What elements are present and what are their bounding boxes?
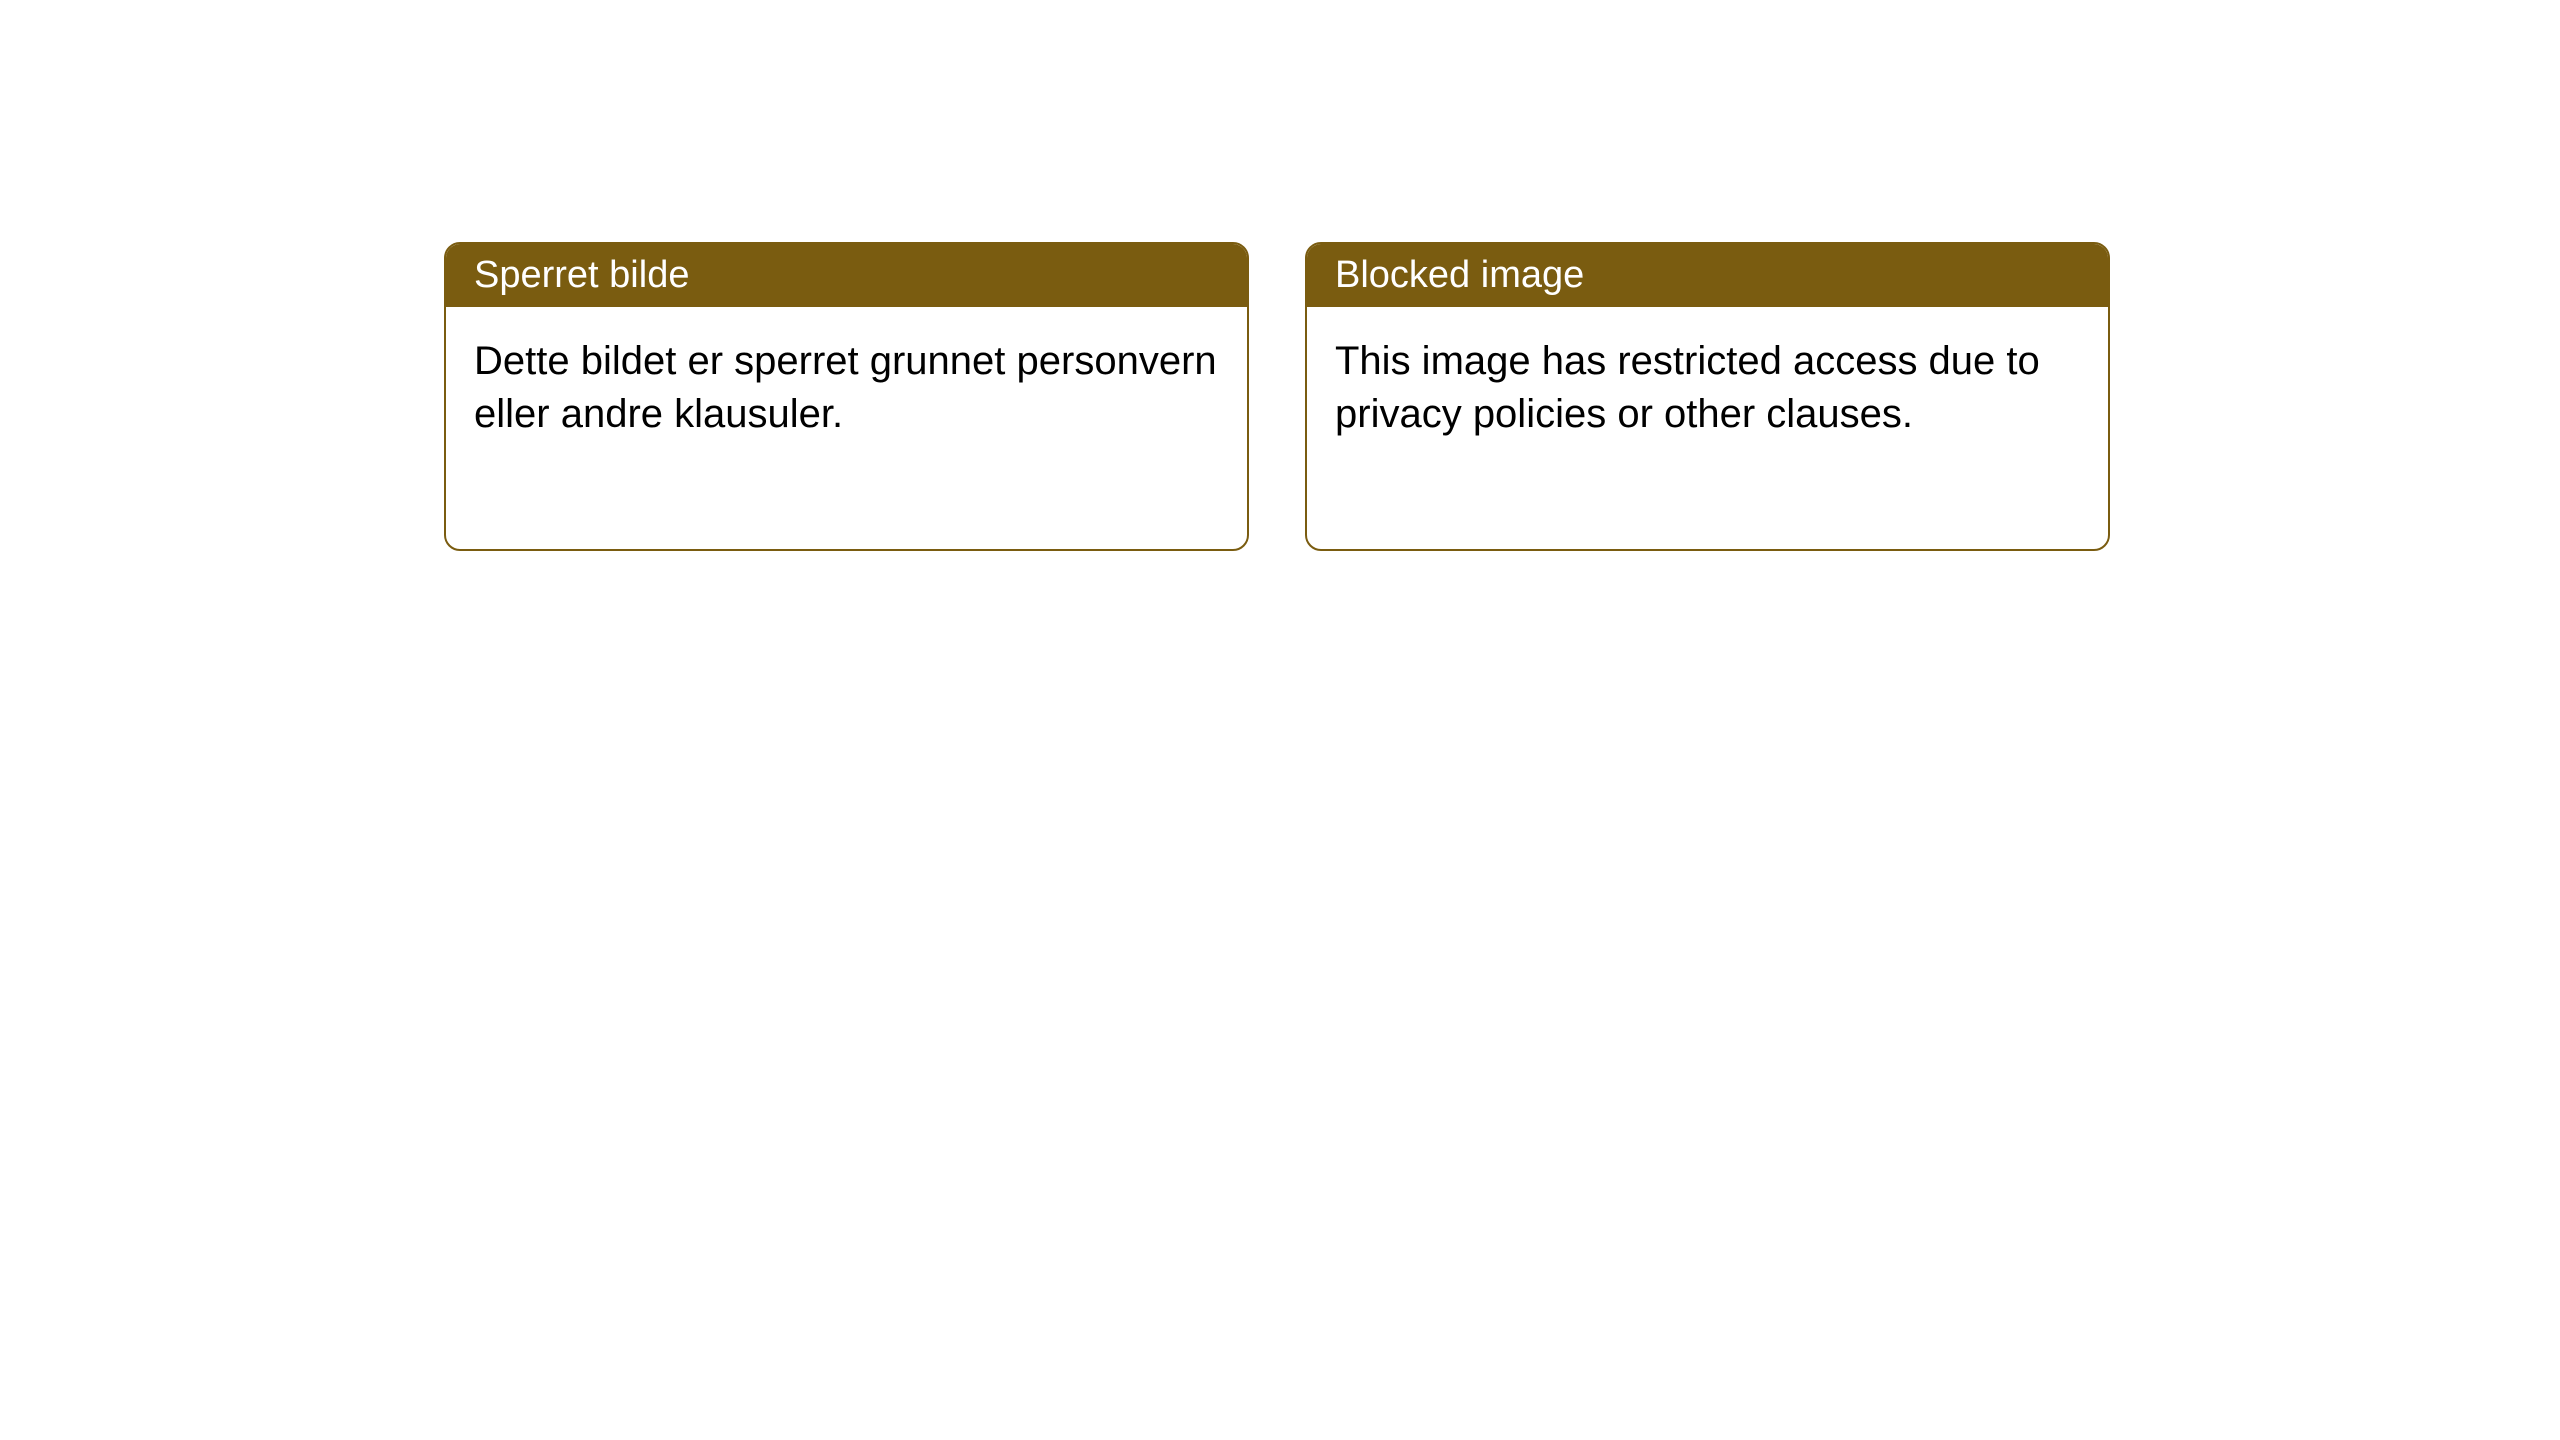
notice-container: Sperret bilde Dette bildet er sperret gr…: [0, 0, 2560, 551]
notice-box-norwegian: Sperret bilde Dette bildet er sperret gr…: [444, 242, 1249, 551]
notice-header: Sperret bilde: [446, 244, 1247, 307]
notice-box-english: Blocked image This image has restricted …: [1305, 242, 2110, 551]
notice-body: This image has restricted access due to …: [1307, 307, 2108, 549]
notice-header: Blocked image: [1307, 244, 2108, 307]
notice-body: Dette bildet er sperret grunnet personve…: [446, 307, 1247, 549]
